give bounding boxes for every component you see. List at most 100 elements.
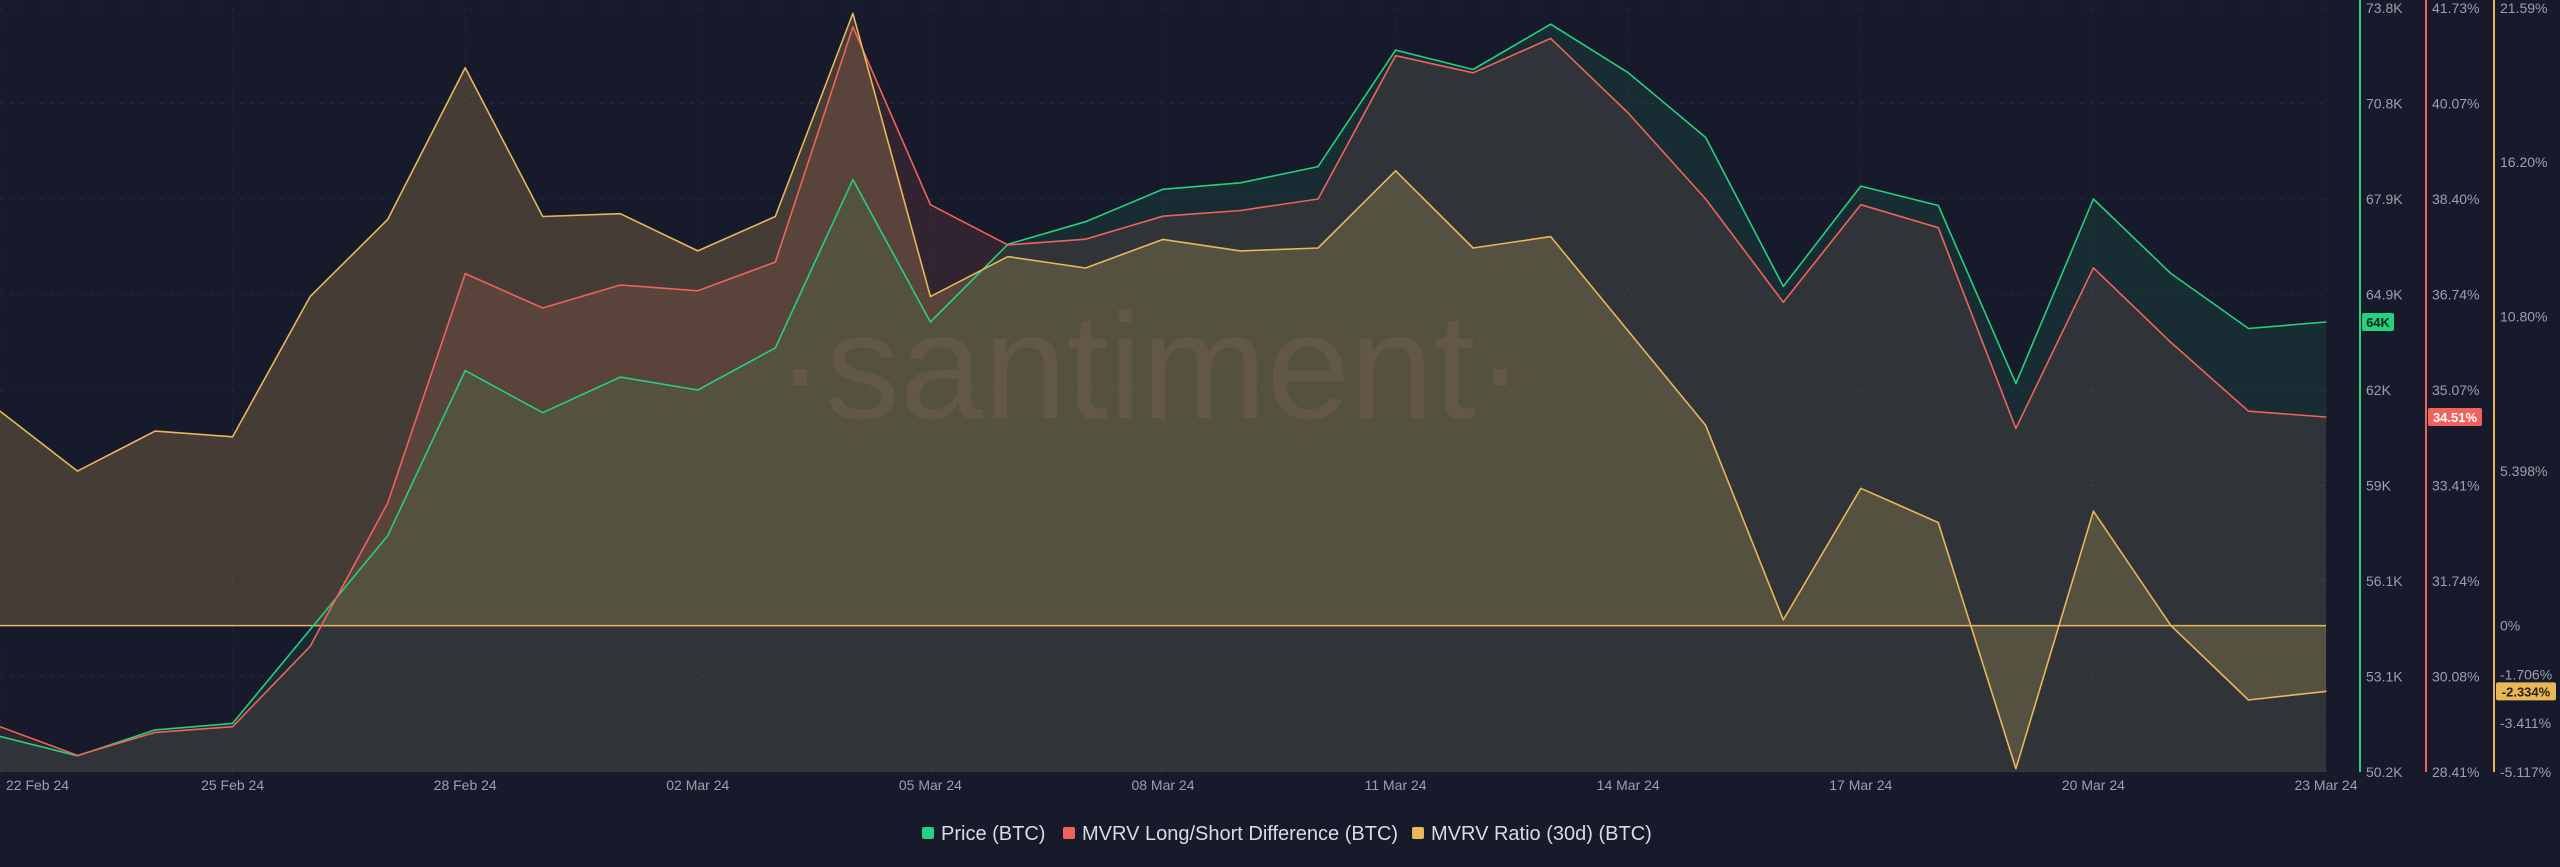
data-point-price xyxy=(542,412,544,414)
axis-tick-price: 62K xyxy=(2366,382,2392,398)
data-point-mvrv_ls xyxy=(697,290,699,292)
data-point-mvrv_30d xyxy=(1782,619,1784,621)
data-point-mvrv_30d xyxy=(1550,236,1552,238)
data-point-mvrv_30d xyxy=(2325,690,2327,693)
grid xyxy=(0,7,2327,773)
data-point-mvrv_ls xyxy=(1705,198,1707,200)
axis-tick-price: 67.9K xyxy=(2366,191,2403,207)
axis-tick-mvrv_30d: -1.706% xyxy=(2500,666,2552,682)
data-point-mvrv_ls xyxy=(619,284,621,286)
legend-label: MVRV Long/Short Difference (BTC) xyxy=(1082,823,1398,845)
data-point-mvrv_ls xyxy=(542,307,544,309)
data-point-mvrv_30d xyxy=(309,296,311,298)
legend-swatch xyxy=(1063,827,1075,839)
axis-tick-mvrv_ls: 28.41% xyxy=(2432,764,2479,780)
data-point-mvrv_ls xyxy=(2092,267,2094,269)
data-point-mvrv_ls xyxy=(929,204,932,206)
data-point-price xyxy=(1705,136,1707,139)
data-point-mvrv_30d xyxy=(774,215,776,218)
axis-tick-mvrv_30d: 0% xyxy=(2500,618,2520,634)
data-point-price xyxy=(929,321,932,323)
data-point-mvrv_30d xyxy=(1705,424,1707,426)
data-point-mvrv_30d xyxy=(1860,487,1862,489)
data-point-mvrv_ls xyxy=(1627,112,1629,114)
data-point-mvrv_ls xyxy=(309,645,311,648)
data-point-mvrv_ls xyxy=(852,26,854,28)
axis-tick-mvrv_30d: 5.398% xyxy=(2500,463,2547,479)
y-axes: 73.8K 70.8K 67.9K 64.9K 62K 59K 56.1K 53.1K 50.2… xyxy=(2359,0,2552,780)
x-tick-label: 28 Feb 24 xyxy=(434,777,497,793)
data-point-mvrv_ls xyxy=(2170,341,2172,343)
legend-item-mvrv_30d[interactable]: MVRV Ratio (30d) (BTC) xyxy=(1412,823,1652,845)
data-point-mvrv_ls xyxy=(2247,410,2250,412)
badge-label-mvrv_ls: 34.51% xyxy=(2433,410,2478,425)
data-point-mvrv_ls xyxy=(1937,227,1939,229)
data-point-mvrv_30d xyxy=(2015,768,2017,770)
data-point-price xyxy=(1472,68,1474,71)
data-point-price xyxy=(1627,72,1629,74)
data-point-price xyxy=(232,722,234,725)
legend-label: MVRV Ratio (30d) (BTC) xyxy=(1431,823,1652,845)
data-point-mvrv_ls xyxy=(1782,301,1784,303)
x-tick-label: 02 Mar 24 xyxy=(666,777,729,793)
watermark: ·santiment· xyxy=(775,282,1525,450)
data-point-price xyxy=(1937,204,1939,207)
axis-tick-mvrv_ls: 31.74% xyxy=(2432,573,2479,589)
x-tick-label: 11 Mar 24 xyxy=(1365,777,1427,793)
data-point-mvrv_30d xyxy=(387,218,389,220)
data-point-price xyxy=(2092,198,2094,200)
data-point-mvrv_ls xyxy=(1239,209,1242,212)
axis-tick-mvrv_30d: 16.20% xyxy=(2500,154,2547,170)
data-point-mvrv_30d xyxy=(2092,510,2094,512)
data-point-mvrv_ls xyxy=(1472,72,1474,74)
axis-tick-price: 59K xyxy=(2366,478,2392,494)
x-tick-label: 05 Mar 24 xyxy=(899,777,962,793)
data-point-mvrv_30d xyxy=(1937,522,1939,524)
data-point-mvrv_30d xyxy=(852,12,854,14)
data-point-price xyxy=(1860,185,1862,187)
data-point-price xyxy=(2247,327,2250,330)
x-tick-label: 20 Mar 24 xyxy=(2062,777,2125,793)
legend-item-mvrv_ls[interactable]: MVRV Long/Short Difference (BTC) xyxy=(1063,823,1398,845)
data-point-mvrv_30d xyxy=(1162,238,1164,240)
area-mvrv_30d xyxy=(0,13,2326,769)
data-point-price xyxy=(852,179,854,181)
axis-tick-price: 56.1K xyxy=(2366,573,2403,589)
axis-tick-mvrv_ls: 35.07% xyxy=(2432,382,2479,398)
data-point-mvrv_30d xyxy=(1395,170,1397,172)
data-point-mvrv_ls xyxy=(154,731,156,734)
data-point-price xyxy=(154,729,156,731)
data-point-mvrv_30d xyxy=(2247,699,2250,701)
data-point-price xyxy=(2015,382,2017,385)
series-lines xyxy=(0,12,2327,770)
legend-item-price[interactable]: Price (BTC) xyxy=(922,823,1045,845)
data-point-mvrv_ls xyxy=(1317,198,1319,200)
data-point-mvrv_ls xyxy=(76,754,79,757)
data-point-mvrv_ls xyxy=(1860,204,1862,206)
data-point-mvrv_ls xyxy=(1395,55,1397,57)
axis-tick-mvrv_ls: 41.73% xyxy=(2432,0,2479,16)
data-point-mvrv_ls xyxy=(232,726,234,728)
x-axis: 22 Feb 24 25 Feb 24 28 Feb 24 02 Mar 24 05 M… xyxy=(6,777,2358,793)
data-point-mvrv_ls xyxy=(2325,416,2327,418)
series-areas xyxy=(0,13,2326,772)
data-point-mvrv_30d xyxy=(76,470,79,472)
badge-price xyxy=(2362,313,2394,331)
data-point-price xyxy=(1782,285,1784,287)
data-point-mvrv_30d xyxy=(0,410,1,412)
axis-tick-price: 73.8K xyxy=(2366,0,2403,16)
axis-tick-price: 64.9K xyxy=(2366,287,2403,303)
x-tick-label: 08 Mar 24 xyxy=(1131,777,1194,793)
data-point-mvrv_30d xyxy=(1627,330,1629,332)
axis-tick-price: 53.1K xyxy=(2366,669,2403,685)
axis-tick-mvrv_ls: 36.74% xyxy=(2432,287,2479,303)
data-point-mvrv_30d xyxy=(232,436,234,438)
badge-mvrv_30d xyxy=(2496,682,2556,701)
x-tick-label: 22 Feb 24 xyxy=(6,777,69,793)
data-point-price xyxy=(1317,166,1319,168)
data-point-mvrv_30d xyxy=(154,430,156,432)
data-point-mvrv_30d xyxy=(929,296,932,298)
legend[interactable]: Price (BTC) MVRV Long/Short Difference (B… xyxy=(922,823,1652,845)
x-tick-label: 23 Mar 24 xyxy=(2294,777,2357,793)
data-point-mvrv_ls xyxy=(387,502,389,504)
